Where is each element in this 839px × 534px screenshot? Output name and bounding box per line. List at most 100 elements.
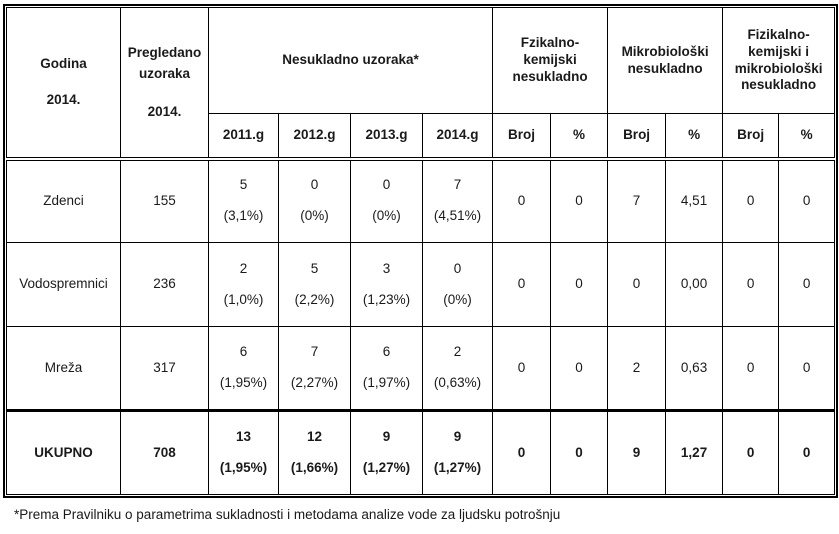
header-fiz-kem-mikro: Fizikalno- kemijski i mikrobiološki nesu… bbox=[722, 7, 836, 114]
header-year-2014: 2014.g bbox=[421, 113, 494, 161]
mikro-broj-cell: 7 bbox=[607, 158, 667, 243]
nesukladno-2014-cell: 7 (4,51%) bbox=[421, 158, 494, 243]
percent: (1,0%) bbox=[223, 291, 264, 307]
header-pregledano-label: Pregledano uzoraka bbox=[127, 45, 202, 82]
row-label: Vodospremnici bbox=[6, 242, 121, 327]
fiz-mikro-pct-cell: 0 bbox=[778, 326, 836, 411]
fiz-kem-pct-cell: 0 bbox=[550, 409, 609, 495]
nesukladno-2012-cell: 12 (1,66%) bbox=[278, 409, 351, 495]
mikro-broj-cell: 2 bbox=[607, 326, 667, 411]
table-row-vodospremnici: Vodospremnici 236 2 (1,0%) 5 (2,2%) 3 (1… bbox=[6, 242, 836, 327]
count: 3 bbox=[382, 260, 391, 276]
header-pct-mb: % bbox=[665, 113, 724, 161]
fiz-mikro-broj-cell: 0 bbox=[722, 326, 780, 411]
mikro-pct-cell: 0,63 bbox=[665, 326, 724, 411]
header-godina: Godina 2014. bbox=[6, 7, 121, 161]
percent: (1,23%) bbox=[362, 291, 411, 307]
percent: (4,51%) bbox=[433, 208, 482, 224]
percent: (0%) bbox=[300, 208, 329, 224]
nesukladno-2013-cell: 6 (1,97%) bbox=[350, 326, 423, 411]
fiz-kem-broj-cell: 0 bbox=[492, 409, 552, 495]
header-pregledano: Pregledano uzoraka 2014. bbox=[120, 7, 209, 161]
fiz-mikro-broj-cell: 0 bbox=[722, 158, 780, 243]
nesukladno-2012-cell: 5 (2,2%) bbox=[278, 242, 351, 327]
header-broj-fk: Broj bbox=[492, 113, 552, 161]
percent: (1,95%) bbox=[219, 460, 268, 475]
count: 0 bbox=[453, 260, 462, 276]
header-year-2011: 2011.g bbox=[208, 113, 279, 161]
nesukladno-2011-cell: 6 (1,95%) bbox=[208, 326, 279, 411]
count: 12 bbox=[306, 429, 323, 445]
fiz-mikro-broj-cell: 0 bbox=[722, 409, 780, 495]
count: 6 bbox=[239, 344, 248, 360]
header-broj-fkmb: Broj bbox=[722, 113, 780, 161]
water-quality-table: Godina 2014. Pregledano uzoraka 2014. Ne… bbox=[3, 4, 839, 498]
fiz-mikro-pct-cell: 0 bbox=[778, 409, 836, 495]
count: 7 bbox=[453, 177, 462, 193]
nesukladno-2012-cell: 7 (2,27%) bbox=[278, 326, 351, 411]
pregledano-cell: 708 bbox=[120, 409, 209, 495]
fiz-mikro-pct-cell: 0 bbox=[778, 242, 836, 327]
nesukladno-2013-cell: 9 (1,27%) bbox=[350, 409, 423, 495]
row-label: Mreža bbox=[6, 326, 121, 411]
header-godina-label: Godina bbox=[40, 55, 87, 71]
count: 0 bbox=[310, 177, 319, 193]
nesukladno-2011-cell: 13 (1,95%) bbox=[208, 409, 279, 495]
percent: (2,2%) bbox=[294, 291, 335, 307]
fiz-kem-broj-cell: 0 bbox=[492, 242, 552, 327]
percent: (0%) bbox=[372, 208, 401, 224]
row-label: Zdenci bbox=[6, 158, 121, 243]
fiz-kem-pct-cell: 0 bbox=[550, 158, 609, 243]
table-row-zdenci: Zdenci 155 5 (3,1%) 0 (0%) 0 (0%) 7 (4,5… bbox=[6, 158, 836, 243]
count: 0 bbox=[382, 177, 391, 193]
percent: (1,97%) bbox=[362, 375, 411, 390]
header-year-2012: 2012.g bbox=[278, 113, 351, 161]
table-row-mreza: Mreža 317 6 (1,95%) 7 (2,27%) 6 (1,97%) … bbox=[6, 326, 836, 411]
nesukladno-2013-cell: 3 (1,23%) bbox=[350, 242, 423, 327]
header-mikrobioloski: Mikrobiološki nesukladno bbox=[607, 7, 724, 114]
count: 13 bbox=[235, 429, 252, 445]
fiz-mikro-broj-cell: 0 bbox=[722, 242, 780, 327]
fiz-kem-pct-cell: 0 bbox=[550, 242, 609, 327]
header-row-1: Godina 2014. Pregledano uzoraka 2014. Ne… bbox=[6, 7, 836, 161]
header-broj-mb: Broj bbox=[607, 113, 667, 161]
count: 2 bbox=[453, 344, 462, 360]
percent: (1,27%) bbox=[433, 460, 482, 475]
header-godina-year: 2014. bbox=[46, 91, 81, 107]
table-row-ukupno: UKUPNO 708 13 (1,95%) 12 (1,66%) 9 (1,27… bbox=[6, 409, 836, 495]
percent: (0%) bbox=[443, 291, 472, 307]
mikro-pct-cell: 1,27 bbox=[665, 409, 724, 495]
header-year-2013: 2013.g bbox=[350, 113, 423, 161]
fiz-mikro-pct-cell: 0 bbox=[778, 158, 836, 243]
count: 9 bbox=[453, 429, 462, 445]
header-nesukladno: Nesukladno uzoraka* bbox=[207, 7, 494, 114]
fiz-kem-broj-cell: 0 bbox=[492, 326, 552, 411]
nesukladno-2012-cell: 0 (0%) bbox=[278, 158, 351, 243]
mikro-broj-cell: 0 bbox=[607, 242, 667, 327]
count: 5 bbox=[310, 260, 319, 276]
nesukladno-2011-cell: 2 (1,0%) bbox=[208, 242, 279, 327]
header-row-2: 2011.g 2012.g 2013.g 2014.g Broj % Broj … bbox=[7, 113, 836, 161]
nesukladno-2013-cell: 0 (0%) bbox=[350, 158, 423, 243]
header-pct-fk: % bbox=[550, 113, 609, 161]
data-table: Godina 2014. Pregledano uzoraka 2014. Ne… bbox=[6, 7, 836, 495]
nesukladno-2014-cell: 0 (0%) bbox=[421, 242, 494, 327]
pregledano-cell: 155 bbox=[120, 158, 209, 243]
percent: (1,95%) bbox=[219, 375, 268, 390]
count: 7 bbox=[310, 344, 319, 360]
footnote: *Prema Pravilniku o parametrima sukladno… bbox=[14, 507, 561, 522]
count: 6 bbox=[382, 344, 391, 360]
mikro-pct-cell: 0,00 bbox=[665, 242, 724, 327]
percent: (1,27%) bbox=[362, 460, 411, 475]
percent: (2,27%) bbox=[290, 375, 339, 390]
percent: (1,66%) bbox=[290, 460, 339, 475]
percent: (0,63%) bbox=[433, 375, 482, 390]
fiz-kem-broj-cell: 0 bbox=[492, 158, 552, 243]
row-label: UKUPNO bbox=[6, 409, 121, 495]
nesukladno-2014-cell: 2 (0,63%) bbox=[421, 326, 494, 411]
nesukladno-2011-cell: 5 (3,1%) bbox=[208, 158, 279, 243]
mikro-pct-cell: 4,51 bbox=[665, 158, 724, 243]
fiz-kem-pct-cell: 0 bbox=[550, 326, 609, 411]
percent: (3,1%) bbox=[223, 208, 264, 224]
mikro-broj-cell: 9 bbox=[607, 409, 667, 495]
